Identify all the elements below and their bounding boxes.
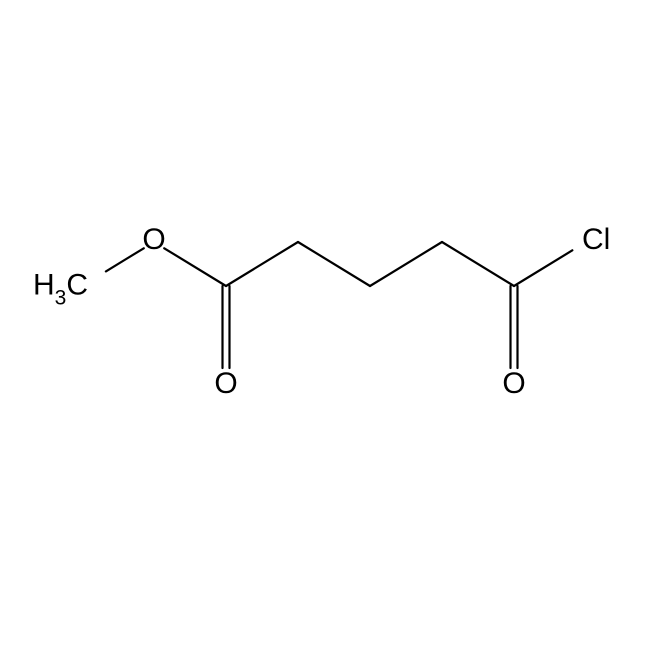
label-cl: Cl xyxy=(582,225,610,255)
bond-layer xyxy=(0,0,650,650)
label-o-ester: O xyxy=(142,225,165,255)
label-ch3: H3C xyxy=(33,271,88,306)
label-o-keto-right: O xyxy=(502,369,525,399)
chemical-structure-canvas: H3C O O O Cl xyxy=(0,0,650,650)
label-o-keto-left: O xyxy=(214,369,237,399)
